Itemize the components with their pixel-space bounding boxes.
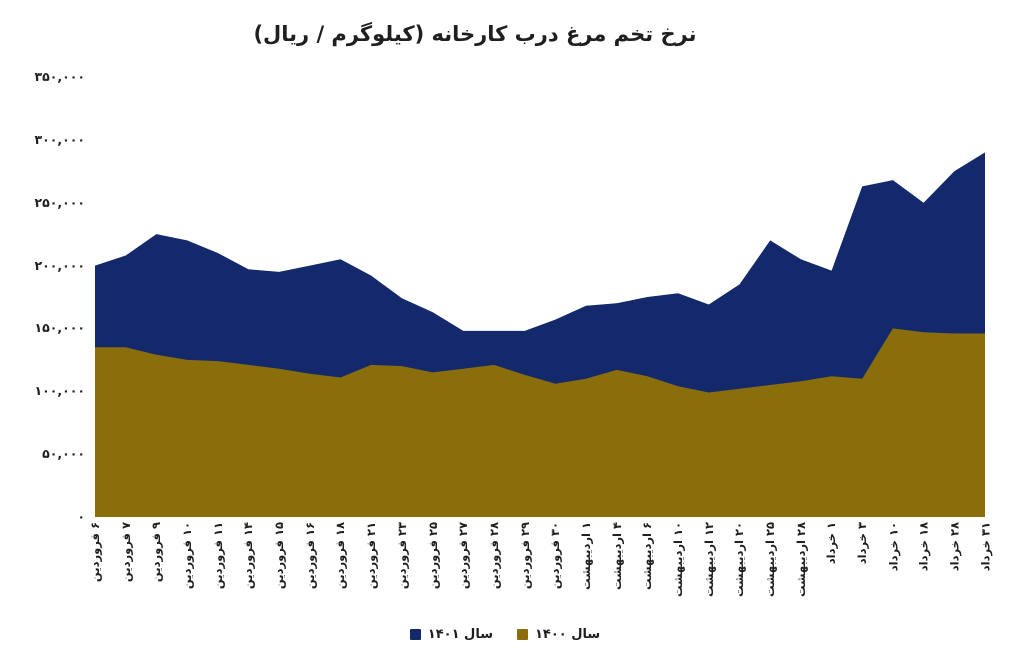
y-axis-tick-label: ۳۵۰,۰۰۰ xyxy=(34,69,85,84)
legend-item: سال ۱۴۰۰ xyxy=(517,627,600,642)
x-axis-tick-label: ۲۸ اردیبهشت xyxy=(793,522,808,597)
x-axis-tick-label: ۳۱ خرداد xyxy=(978,522,992,572)
y-axis-tick-label: ۲۰۰,۰۰۰ xyxy=(34,257,85,273)
area-chart-svg xyxy=(95,152,985,517)
legend: سال ۱۴۰۱ سال ۱۴۰۰ xyxy=(0,627,1010,642)
y-axis-tick-label: ۳۰۰,۰۰۰ xyxy=(34,131,85,147)
x-axis-tick-label: ۷ فروردین xyxy=(118,522,133,583)
x-axis-tick-label: ۲۹ فروردین xyxy=(517,522,532,590)
legend-label: سال ۱۴۰۰ xyxy=(535,627,601,642)
x-axis-tick-label: ۱۰ فروردین xyxy=(180,522,195,590)
x-axis-tick-label: ۱۴ فروردین xyxy=(241,522,256,590)
area-series-1400 xyxy=(95,328,985,517)
x-axis-tick-label: ۱۰ اردیبهشت xyxy=(671,522,686,597)
y-axis-tick-label: ۲۵۰,۰۰۰ xyxy=(34,194,85,210)
x-axis-tick-label: ۱۸ فروردین xyxy=(333,522,348,590)
x-axis-tick-label: ۱۰ خرداد xyxy=(885,522,900,572)
x-axis-tick-label: ۲۸ فروردین xyxy=(486,522,501,590)
x-axis-tick-label: ۱۵ فروردین xyxy=(272,522,287,590)
x-axis-tick-label: ۲۵ اردیبهشت xyxy=(763,522,778,597)
x-axis-tick-label: ۴ اردیبهشت xyxy=(609,522,624,590)
y-axis-tick-label: ۱۰۰,۰۰۰ xyxy=(34,383,85,399)
x-axis-tick-label: ۱۱ فروردین xyxy=(210,522,225,590)
x-axis-tick-label: ۲۱ فروردین xyxy=(364,522,379,590)
x-axis-tick-label: ۱۶ فروردین xyxy=(302,522,317,590)
plot-area xyxy=(95,77,985,517)
chart-title: نرخ تخم مرغ درب کارخانه (کیلوگرم / ریال) xyxy=(253,22,697,46)
legend-swatch-icon xyxy=(409,629,421,640)
x-axis-tick-label: ۳ خرداد xyxy=(855,522,870,565)
x-axis-tick-label: ۹ فروردین xyxy=(149,522,164,583)
legend-label: سال ۱۴۰۱ xyxy=(427,627,493,642)
x-axis-tick-label: ۱۸ خرداد xyxy=(916,522,931,572)
x-axis-tick-label: ۱ خرداد xyxy=(824,522,839,565)
y-axis-tick-label: ۵۰,۰۰۰ xyxy=(42,446,85,462)
x-axis-tick-label: ۲۸ خرداد xyxy=(947,522,962,572)
x-axis-tick-label: ۱۲ اردیبهشت xyxy=(701,522,716,597)
x-axis-tick-label: ۲۳ فروردین xyxy=(394,522,409,590)
y-axis-tick-label: ۰ xyxy=(77,509,85,524)
y-axis-tick-label: ۱۵۰,۰۰۰ xyxy=(34,320,85,336)
x-axis-tick-label: ۳۰ فروردین xyxy=(548,522,563,590)
x-axis-tick-label: ۲۰ اردیبهشت xyxy=(732,522,747,597)
x-axis-tick-label: ۲۷ فروردین xyxy=(456,522,471,590)
x-axis-tick-label: ۶ اردیبهشت xyxy=(640,522,655,590)
x-axis-tick-label: ۲۵ فروردین xyxy=(425,522,440,590)
x-axis-tick-label: ۱ اردیبهشت xyxy=(579,522,594,590)
legend-swatch-icon xyxy=(517,629,528,640)
x-axis-tick-label: ۶ فروردین xyxy=(88,522,102,583)
legend-item: سال ۱۴۰۱ xyxy=(409,627,493,642)
